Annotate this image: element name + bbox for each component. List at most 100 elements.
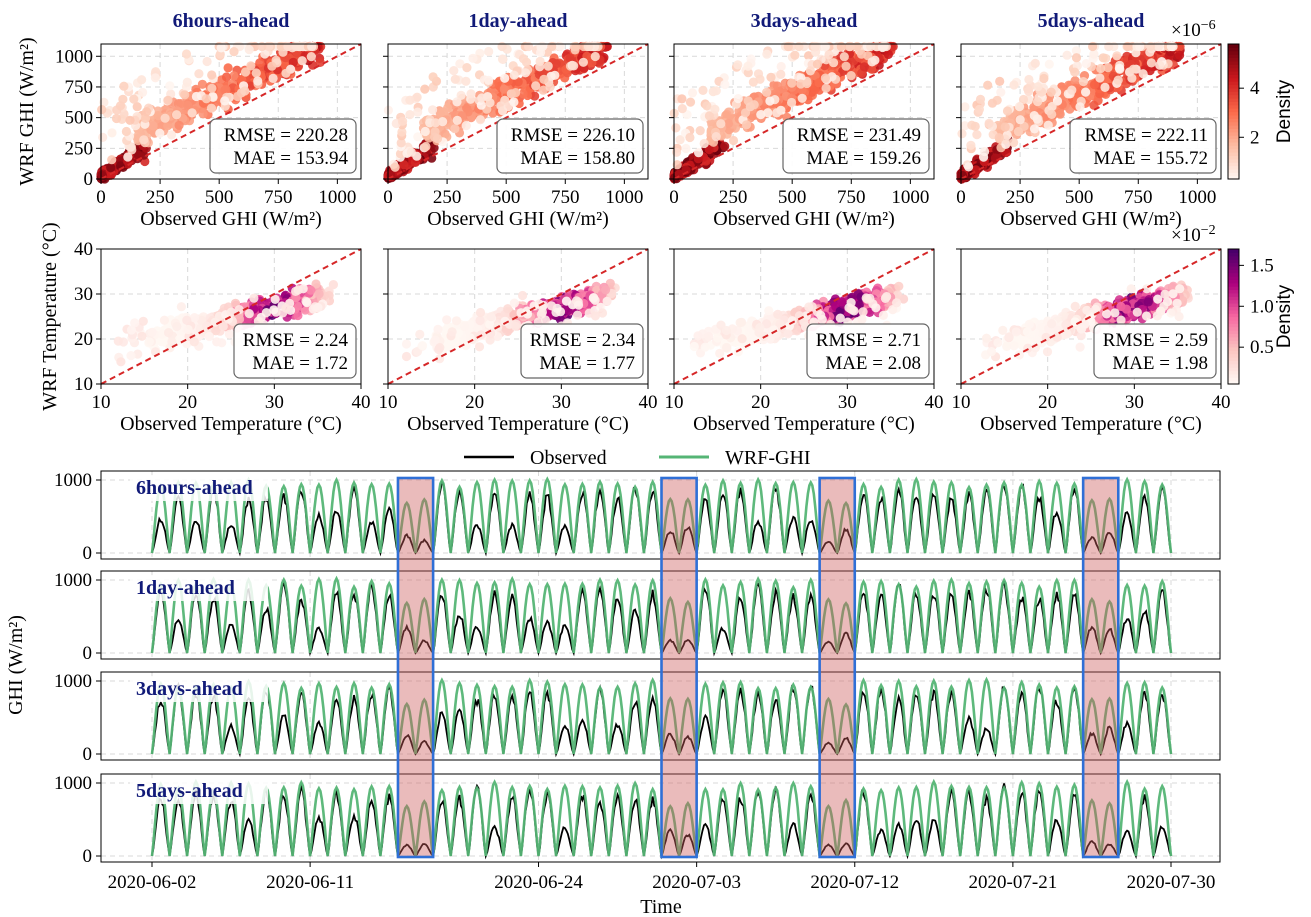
scatter-point <box>601 285 611 295</box>
scatter-point <box>257 41 267 52</box>
scatter-point <box>412 92 422 102</box>
scatter-point <box>1155 60 1165 70</box>
scatter-point <box>435 343 445 353</box>
reference-line-1to1 <box>960 43 1222 180</box>
colorbar-segment <box>1228 138 1239 143</box>
scatter-point <box>547 41 557 52</box>
scatter-point <box>206 103 217 113</box>
scatter-point <box>583 41 594 52</box>
scatter-point <box>867 57 877 67</box>
x-tick-label: 250 <box>146 187 175 208</box>
scatter-point <box>723 118 734 129</box>
colorbar-segment <box>1228 165 1239 170</box>
colorbar-segment <box>1228 172 1239 177</box>
colorbar-segment <box>1228 145 1239 150</box>
scatter-point <box>485 98 495 108</box>
x-tick-label: 30 <box>552 392 571 413</box>
scatter-point <box>1071 46 1081 56</box>
x-axis-label: Observed Temperature (°C) <box>120 413 342 435</box>
colorbar-segment <box>1228 152 1239 156</box>
rmse-value: RMSE = 2.34 <box>530 330 636 351</box>
scatter-point <box>107 155 117 165</box>
scatter-point <box>960 102 970 112</box>
scatter-point <box>1047 109 1057 119</box>
colorbar-segment <box>1228 162 1239 167</box>
scatter-point <box>433 324 443 334</box>
y-tick-label: 10 <box>74 374 93 395</box>
mae-value: MAE = 155.72 <box>1093 148 1208 169</box>
scatter-point <box>406 147 416 157</box>
scatter-point <box>486 312 496 322</box>
colorbar-exponent: ×10−6 <box>1171 18 1216 42</box>
scatter-point <box>883 49 894 60</box>
rmse-value: RMSE = 231.49 <box>797 125 921 146</box>
x-tick-label: 500 <box>205 187 234 208</box>
scatter-point <box>216 43 226 53</box>
scatter-point <box>733 60 743 70</box>
scatter-point <box>509 298 519 308</box>
scatter-point <box>1089 80 1100 90</box>
scatter-point <box>270 294 280 304</box>
colorbar-segment <box>1228 81 1239 86</box>
scatter-point <box>207 83 217 93</box>
panel-title: 5days-ahead <box>1038 10 1145 32</box>
scatter-point <box>537 307 548 317</box>
scatter-point <box>197 79 207 89</box>
scatter-point <box>194 69 204 79</box>
scatter-point <box>462 63 472 73</box>
scatter-point <box>721 110 731 121</box>
scatter-point <box>1062 50 1072 60</box>
x-tick-label: 250 <box>1006 187 1035 208</box>
mae-value: MAE = 158.80 <box>520 148 635 169</box>
scatter-point <box>702 101 712 111</box>
y-tick-label: 30 <box>74 284 93 305</box>
scatter-point <box>475 307 486 318</box>
scatter-point <box>756 110 766 120</box>
scatter-point <box>536 42 546 52</box>
rmse-value: RMSE = 222.11 <box>1085 125 1209 146</box>
scatter-point <box>820 41 830 52</box>
scatter-point <box>983 80 993 90</box>
scatter-point <box>283 41 293 52</box>
scatter-point <box>137 331 147 341</box>
x-axis-label: Observed GHI (W/m²) <box>1000 208 1182 230</box>
scatter-point <box>417 341 428 351</box>
scatter-point <box>172 110 182 120</box>
scatter-point <box>755 74 765 84</box>
scatter-point <box>1096 63 1106 74</box>
scatter-point <box>133 150 143 160</box>
scatter-point <box>123 152 133 162</box>
scatter-point <box>846 71 856 81</box>
x-tick-label: 10 <box>92 392 111 413</box>
x-tick-label: 30 <box>265 392 284 413</box>
scatter-point <box>244 309 254 319</box>
scatter-point <box>839 52 849 62</box>
colorbar-segment <box>1228 118 1239 123</box>
scatter-point <box>223 63 233 73</box>
scatter-point <box>836 41 846 52</box>
scatter-point <box>749 100 759 110</box>
x-tick-label: 40 <box>639 392 658 413</box>
colorbar-label: Density <box>1274 79 1295 143</box>
scatter-point <box>970 121 980 131</box>
scatter-point <box>538 300 548 310</box>
scatter-point <box>972 130 982 140</box>
colorbar-segment <box>1228 111 1239 116</box>
scatter-point <box>1000 122 1010 132</box>
scatter-point <box>866 64 877 74</box>
reference-line-1to1 <box>100 43 362 180</box>
scatter-point <box>429 143 439 153</box>
scatter-point <box>810 84 820 95</box>
scatter-point <box>452 115 462 125</box>
colorbar-segment <box>1228 148 1239 153</box>
scatter-point <box>201 94 211 104</box>
scatter-point <box>314 289 324 299</box>
scatter-point <box>291 41 301 52</box>
scatter-point <box>1043 120 1053 130</box>
scatter-point <box>432 134 443 144</box>
scatter-point <box>1138 69 1148 79</box>
x-tick-label: 10 <box>379 392 398 413</box>
scatter-point <box>699 138 709 149</box>
scatter-point <box>1033 82 1043 92</box>
